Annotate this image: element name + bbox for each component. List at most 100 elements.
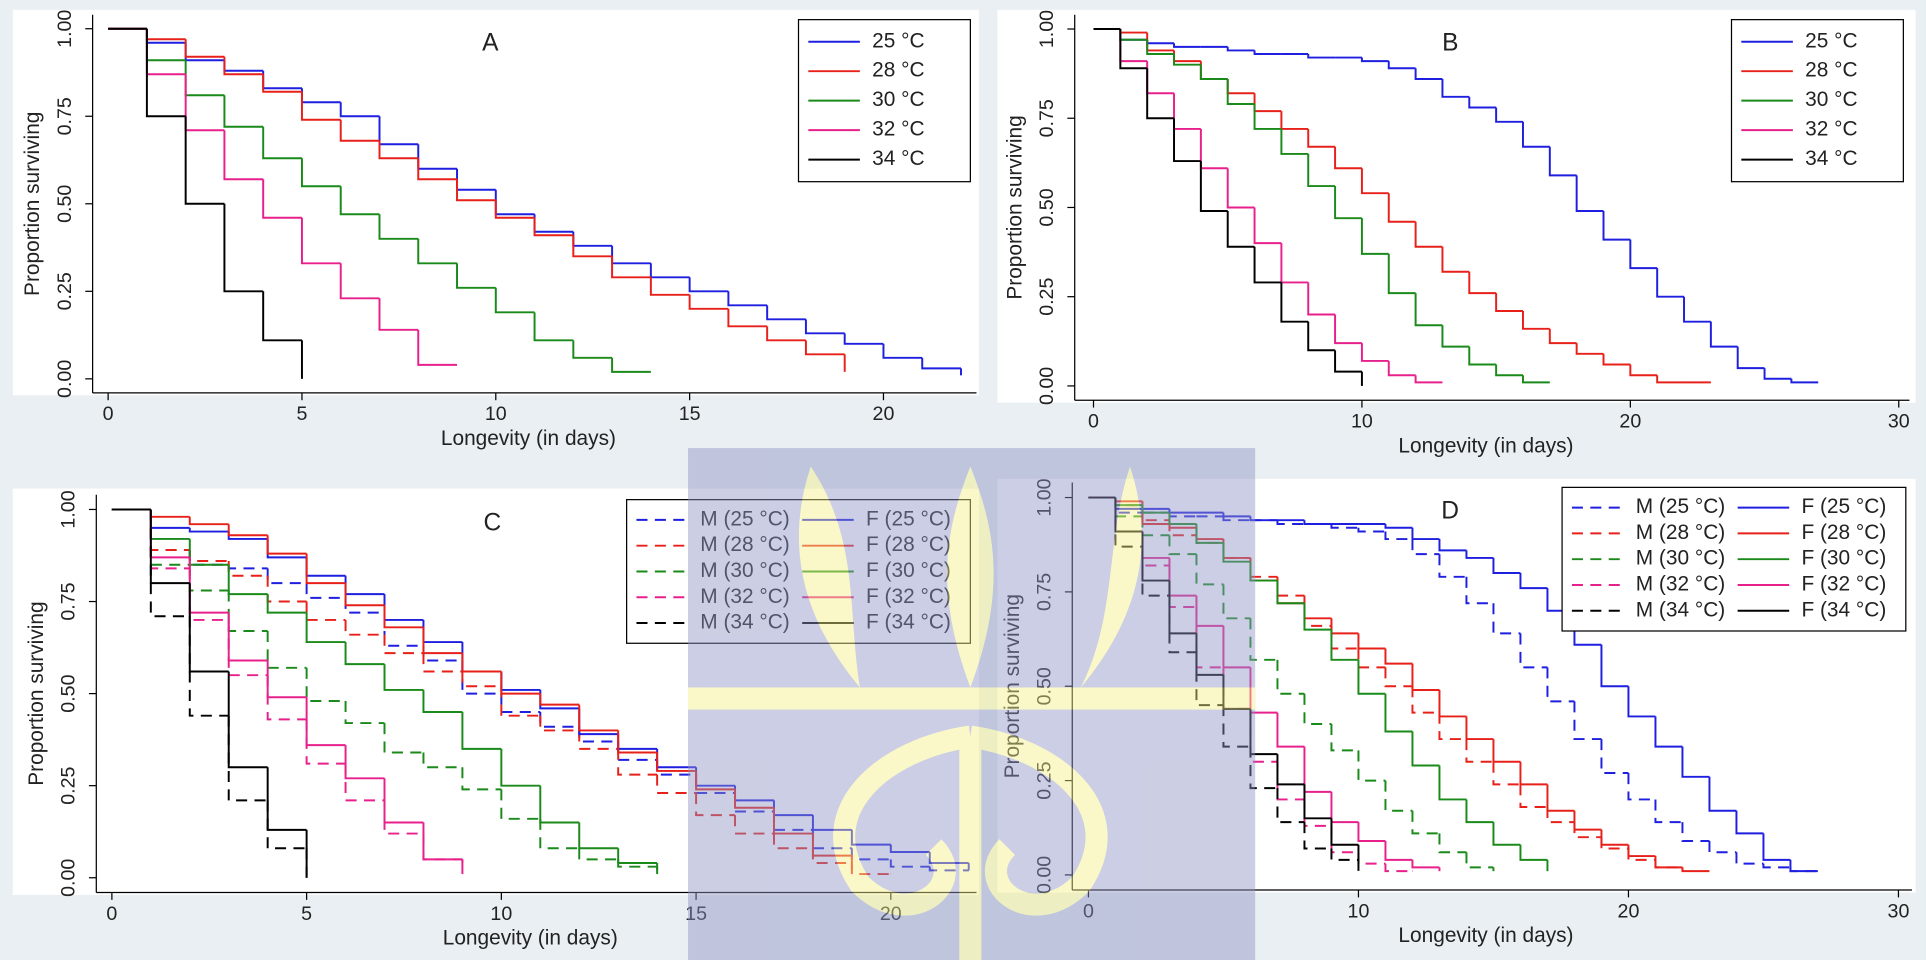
step-segment	[1656, 268, 1685, 298]
step-segment	[1736, 346, 1765, 370]
step-segment	[1465, 716, 1494, 741]
step-segment	[1334, 186, 1362, 220]
step-segment	[1735, 852, 1764, 865]
step-segment	[1438, 690, 1467, 718]
step-segment	[921, 357, 961, 370]
step-segment	[383, 723, 424, 754]
legend-label: 32 °C	[872, 118, 924, 141]
x-axis-title: Longevity (in days)	[1398, 434, 1573, 457]
step-segment	[1414, 68, 1443, 80]
step-segment	[1168, 523, 1197, 529]
watermark-scrolls	[833, 725, 1108, 960]
step-segment	[1384, 648, 1413, 665]
step-segment	[417, 238, 458, 265]
step-segment	[1414, 293, 1443, 327]
y-tick-label: 0.00	[54, 360, 76, 398]
step-segment	[1387, 360, 1416, 377]
step-segment	[1357, 750, 1386, 782]
step-segment	[1384, 780, 1413, 812]
y-tick-label: 1.00	[54, 10, 76, 48]
step-segment	[1168, 512, 1197, 525]
y-tick-label: 0.75	[1033, 573, 1055, 611]
step-segment	[266, 594, 307, 614]
step-segment	[1548, 328, 1577, 345]
step-segment	[1334, 146, 1362, 170]
step-segment	[1249, 618, 1278, 661]
step-segment	[1492, 557, 1521, 575]
step-segment	[262, 291, 302, 342]
x-tick-label: 30	[1888, 410, 1910, 432]
step-segment	[378, 298, 419, 331]
step-segment	[727, 291, 768, 307]
step-segment	[1387, 193, 1416, 223]
y-axis-title: Proportion surviving	[1003, 115, 1026, 299]
step-segment	[422, 822, 463, 861]
step-segment	[1226, 78, 1255, 105]
step-segment	[928, 866, 969, 872]
step-segment	[339, 186, 380, 216]
step-segment	[928, 851, 969, 864]
legend-label: 30 °C	[1805, 88, 1857, 111]
step-segment	[422, 752, 463, 769]
step-segment	[1307, 53, 1336, 59]
series	[1093, 28, 1363, 386]
step-segment	[500, 671, 541, 695]
step-segment	[734, 789, 774, 809]
legend-label: M (30 °C)	[700, 559, 789, 582]
step-segment	[1222, 674, 1251, 710]
legend-label: 32 °C	[1805, 118, 1857, 141]
step-segment	[1384, 523, 1413, 529]
series	[111, 508, 308, 878]
x-axis-title: Longevity (in days)	[443, 927, 618, 950]
step-segment	[344, 745, 385, 780]
step-segment	[1656, 375, 1685, 384]
x-tick-label: 20	[873, 403, 895, 425]
step-segment	[227, 524, 268, 537]
step-segment	[1654, 799, 1683, 824]
step-segment	[417, 158, 458, 181]
step-segment	[1627, 686, 1656, 718]
step-segment	[422, 653, 463, 673]
step-segment	[1438, 554, 1467, 578]
step-segment	[188, 516, 229, 526]
step-segment	[1307, 321, 1336, 352]
step-segment	[727, 308, 768, 328]
legend-label: F (28 °C)	[866, 533, 951, 556]
step-segment	[266, 767, 307, 831]
step-segment	[1384, 840, 1413, 861]
step-segment	[1173, 118, 1201, 163]
step-segment	[1253, 207, 1282, 245]
step-segment	[1226, 168, 1255, 209]
step-segment	[572, 235, 613, 258]
y-axis-title: Proportion surviving	[21, 112, 44, 296]
legend-label: F (25 °C)	[1801, 495, 1886, 518]
y-tick-label: 0.75	[1036, 99, 1058, 137]
legend: M (25 °C) M (28 °C) M (30 °C) M (32 °C) M (3…	[626, 499, 971, 644]
y-tick-label: 0.00	[57, 859, 79, 897]
step-segment	[572, 340, 613, 359]
step-segment	[772, 807, 813, 835]
step-segment	[149, 509, 190, 618]
step-segment	[422, 627, 463, 655]
step-segment	[1146, 39, 1175, 55]
step-segment	[1600, 644, 1629, 688]
step-segment	[843, 333, 884, 345]
step-segment	[1414, 375, 1443, 384]
x-tick-label: 0	[1083, 900, 1094, 922]
step-segment	[1468, 346, 1497, 366]
step-segment	[1521, 121, 1550, 148]
step-segment	[1411, 810, 1440, 835]
step-segment	[1330, 848, 1359, 861]
step-segment	[578, 704, 619, 732]
step-segment	[1222, 705, 1251, 748]
step-segment	[1280, 282, 1309, 323]
series	[1093, 28, 1550, 384]
step-segment	[1495, 107, 1523, 123]
x-tick-label: 20	[1618, 900, 1640, 922]
step-segment	[1602, 353, 1631, 366]
y-tick-label: 1.00	[1033, 478, 1055, 516]
step-segment	[149, 509, 190, 585]
step-segment	[1573, 810, 1602, 831]
legend-label: M (32 °C)	[1636, 572, 1725, 595]
